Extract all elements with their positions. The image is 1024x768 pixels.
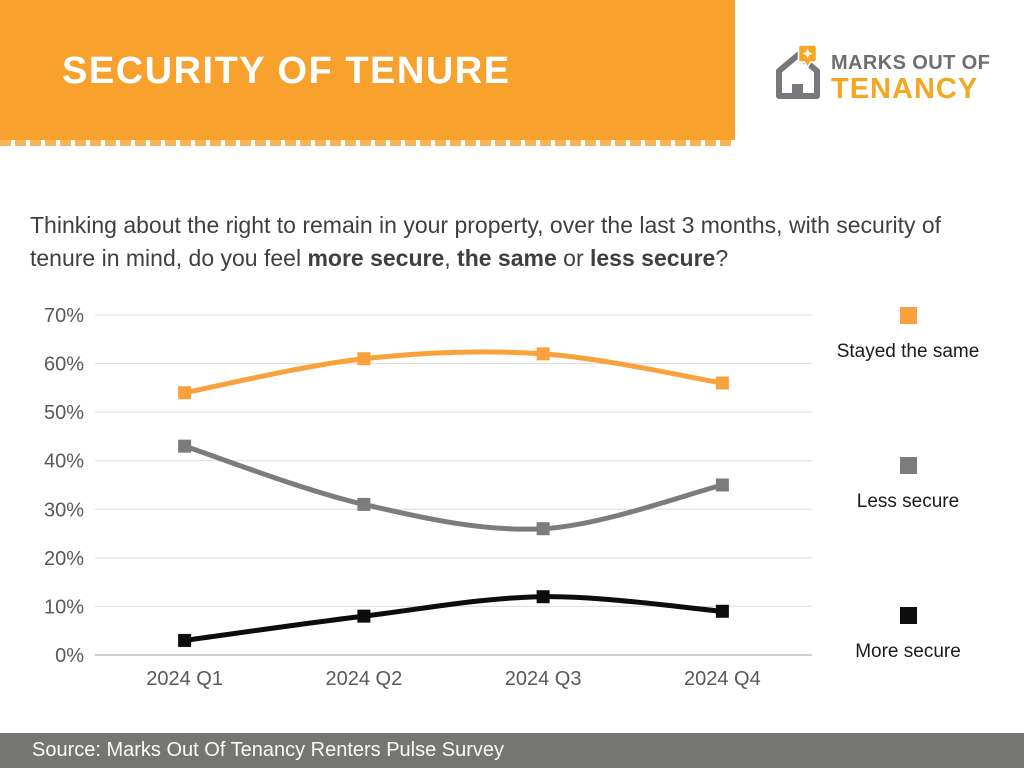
brand-name-bottom: TENANCY <box>831 73 979 105</box>
header-banner: SECURITY OF TENURE <box>0 0 735 146</box>
series-marker <box>715 604 729 618</box>
series-marker <box>536 590 550 604</box>
y-tick-label: 20% <box>44 548 84 570</box>
legend-swatch-orange <box>899 307 917 324</box>
y-tick-label: 10% <box>44 596 84 618</box>
y-tick-label: 70% <box>44 305 84 327</box>
question-text: ? <box>715 245 729 271</box>
y-tick-label: 40% <box>44 451 84 473</box>
page-title: SECURITY OF TENURE <box>62 50 511 92</box>
legend-swatch-gray <box>899 457 917 474</box>
series-marker <box>357 352 371 366</box>
x-tick-label: 2024 Q2 <box>326 668 403 690</box>
legend-label: Stayed the same <box>836 341 980 362</box>
x-tick-label: 2024 Q1 <box>146 668 223 690</box>
legend-label: More secure <box>855 641 961 662</box>
x-tick-label: 2024 Q4 <box>684 668 761 690</box>
series-marker <box>715 478 729 492</box>
x-tick-label: 2024 Q3 <box>505 668 582 690</box>
series-line <box>182 594 725 643</box>
brand-logo: MARKS OUT OF TENANCY <box>774 44 990 107</box>
y-tick-label: 50% <box>44 402 84 424</box>
question-text: or <box>556 245 590 271</box>
source-text: Source: Marks Out Of Tenancy Renters Pul… <box>32 739 505 761</box>
series-marker <box>357 497 371 511</box>
series-line <box>182 349 725 396</box>
series-marker <box>178 386 192 400</box>
series-marker <box>178 439 192 453</box>
survey-question: Thinking about the right to remain in yo… <box>30 209 995 275</box>
question-text: tenure in mind, do you feel <box>30 245 308 271</box>
legend-item-stayed-the-same: Stayed the same <box>818 307 998 364</box>
legend-item-more-secure: More secure <box>818 607 998 664</box>
question-text-bold: more secure <box>307 245 445 271</box>
house-with-location-pin-icon <box>774 44 822 107</box>
line-chart: 0% 10% 20% 30% 40% 50% 60% 70% 2024 Q1 2024 Q2 202… <box>30 293 830 705</box>
question-text: Thinking about the right to remain in yo… <box>30 212 942 238</box>
series-marker <box>536 347 550 361</box>
series-marker <box>536 522 550 536</box>
source-footer: Source: Marks Out Of Tenancy Renters Pul… <box>0 733 1024 768</box>
question-text-bold: the same <box>457 245 557 271</box>
series-marker <box>178 633 192 647</box>
y-tick-label: 60% <box>44 354 84 376</box>
legend-item-less-secure: Less secure <box>818 457 998 514</box>
y-tick-label: 0% <box>55 645 84 667</box>
series-marker <box>715 376 729 390</box>
brand-name-top: MARKS OUT OF <box>831 52 991 74</box>
brand-logo-text: MARKS OUT OF TENANCY <box>831 44 990 104</box>
series-line <box>182 443 725 532</box>
legend-swatch-black <box>899 607 917 624</box>
question-text-bold: less secure <box>590 245 716 271</box>
question-text: , <box>444 245 458 271</box>
series-marker <box>357 609 371 623</box>
y-tick-label: 30% <box>44 499 84 521</box>
legend-label: Less secure <box>856 491 960 512</box>
